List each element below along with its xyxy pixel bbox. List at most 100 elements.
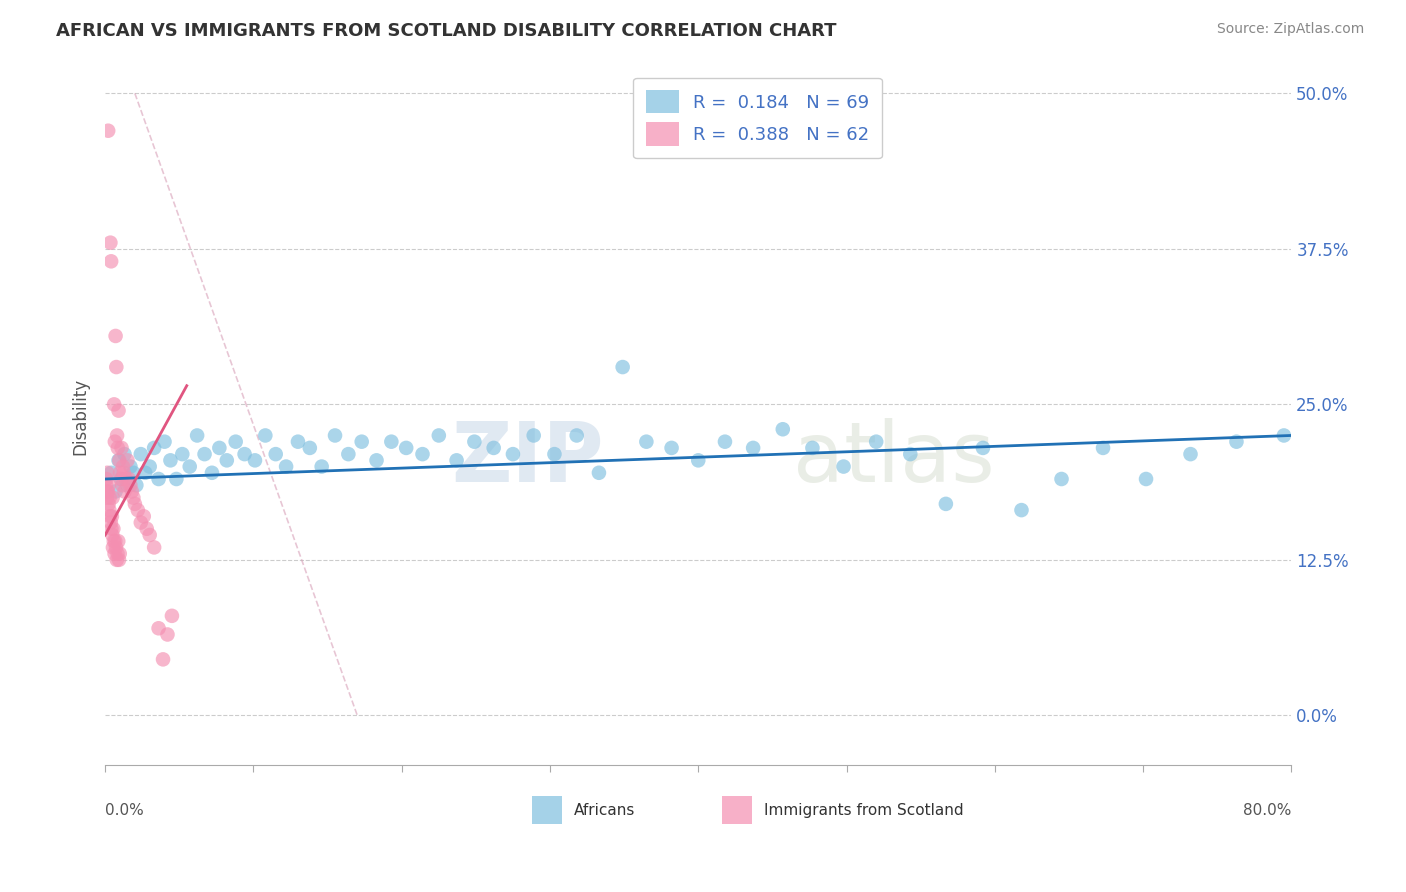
Point	[193, 447, 215, 461]
Point	[100, 235, 122, 250]
Point	[446, 453, 468, 467]
Point	[186, 428, 208, 442]
Point	[323, 428, 346, 442]
Point	[100, 254, 122, 268]
Point	[122, 466, 145, 480]
Point	[97, 478, 120, 492]
Point	[152, 652, 174, 666]
Point	[121, 484, 143, 499]
Point	[350, 434, 373, 449]
Point	[107, 441, 129, 455]
Point	[98, 509, 121, 524]
Point	[156, 627, 179, 641]
Point	[96, 491, 118, 505]
Point	[208, 441, 231, 455]
Point	[96, 484, 118, 499]
Point	[104, 484, 127, 499]
Point	[107, 453, 129, 467]
Point	[427, 428, 450, 442]
Point	[110, 472, 132, 486]
Point	[96, 466, 118, 480]
Point	[661, 441, 683, 455]
Point	[1225, 434, 1247, 449]
Point	[311, 459, 333, 474]
Point	[101, 509, 124, 524]
Point	[114, 447, 136, 461]
Point	[688, 453, 710, 467]
Point	[264, 447, 287, 461]
Bar	[533, 797, 562, 824]
Point	[366, 453, 388, 467]
Point	[103, 547, 125, 561]
Point	[129, 447, 152, 461]
Point	[742, 441, 765, 455]
Point	[114, 484, 136, 499]
Point	[298, 441, 321, 455]
Point	[138, 528, 160, 542]
Text: Immigrants from Scotland: Immigrants from Scotland	[763, 803, 963, 818]
Point	[502, 447, 524, 461]
Point	[395, 441, 418, 455]
Point	[143, 541, 166, 555]
Point	[565, 428, 588, 442]
Point	[201, 466, 224, 480]
Point	[97, 124, 120, 138]
Point	[98, 503, 121, 517]
Point	[100, 466, 122, 480]
Point	[105, 359, 128, 374]
Text: ZIP: ZIP	[451, 418, 603, 500]
Point	[122, 491, 145, 505]
Point	[103, 522, 125, 536]
Point	[225, 434, 247, 449]
Point	[148, 621, 170, 635]
Point	[111, 478, 134, 492]
Point	[104, 534, 127, 549]
Point	[105, 541, 128, 555]
Legend: R =  0.184   N = 69, R =  0.388   N = 62: R = 0.184 N = 69, R = 0.388 N = 62	[634, 78, 882, 158]
Point	[772, 422, 794, 436]
Point	[714, 434, 737, 449]
Point	[380, 434, 402, 449]
Point	[523, 428, 546, 442]
Point	[110, 441, 132, 455]
Point	[132, 509, 155, 524]
Point	[129, 516, 152, 530]
Point	[1180, 447, 1202, 461]
Point	[108, 547, 131, 561]
Point	[935, 497, 957, 511]
Point	[636, 434, 658, 449]
Point	[337, 447, 360, 461]
Point	[105, 553, 128, 567]
Bar	[723, 797, 752, 824]
Point	[101, 491, 124, 505]
Point	[101, 541, 124, 555]
Point	[165, 472, 187, 486]
Text: 80.0%: 80.0%	[1243, 804, 1291, 819]
Point	[120, 459, 142, 474]
Point	[138, 459, 160, 474]
Point	[1092, 441, 1115, 455]
Point	[865, 434, 887, 449]
Point	[94, 478, 117, 492]
Point	[120, 478, 142, 492]
Point	[160, 608, 183, 623]
Text: AFRICAN VS IMMIGRANTS FROM SCOTLAND DISABILITY CORRELATION CHART: AFRICAN VS IMMIGRANTS FROM SCOTLAND DISA…	[56, 22, 837, 40]
Point	[233, 447, 256, 461]
Point	[124, 497, 146, 511]
Point	[108, 453, 131, 467]
Text: Source: ZipAtlas.com: Source: ZipAtlas.com	[1216, 22, 1364, 37]
Point	[104, 329, 127, 343]
Point	[112, 466, 135, 480]
Point	[97, 497, 120, 511]
Point	[103, 397, 125, 411]
Point	[117, 453, 139, 467]
Point	[215, 453, 238, 467]
Point	[100, 522, 122, 536]
Text: 0.0%: 0.0%	[105, 804, 143, 819]
Point	[1272, 428, 1295, 442]
Point	[111, 459, 134, 474]
Point	[105, 428, 128, 442]
Point	[100, 516, 122, 530]
Point	[832, 459, 855, 474]
Point	[104, 434, 127, 449]
